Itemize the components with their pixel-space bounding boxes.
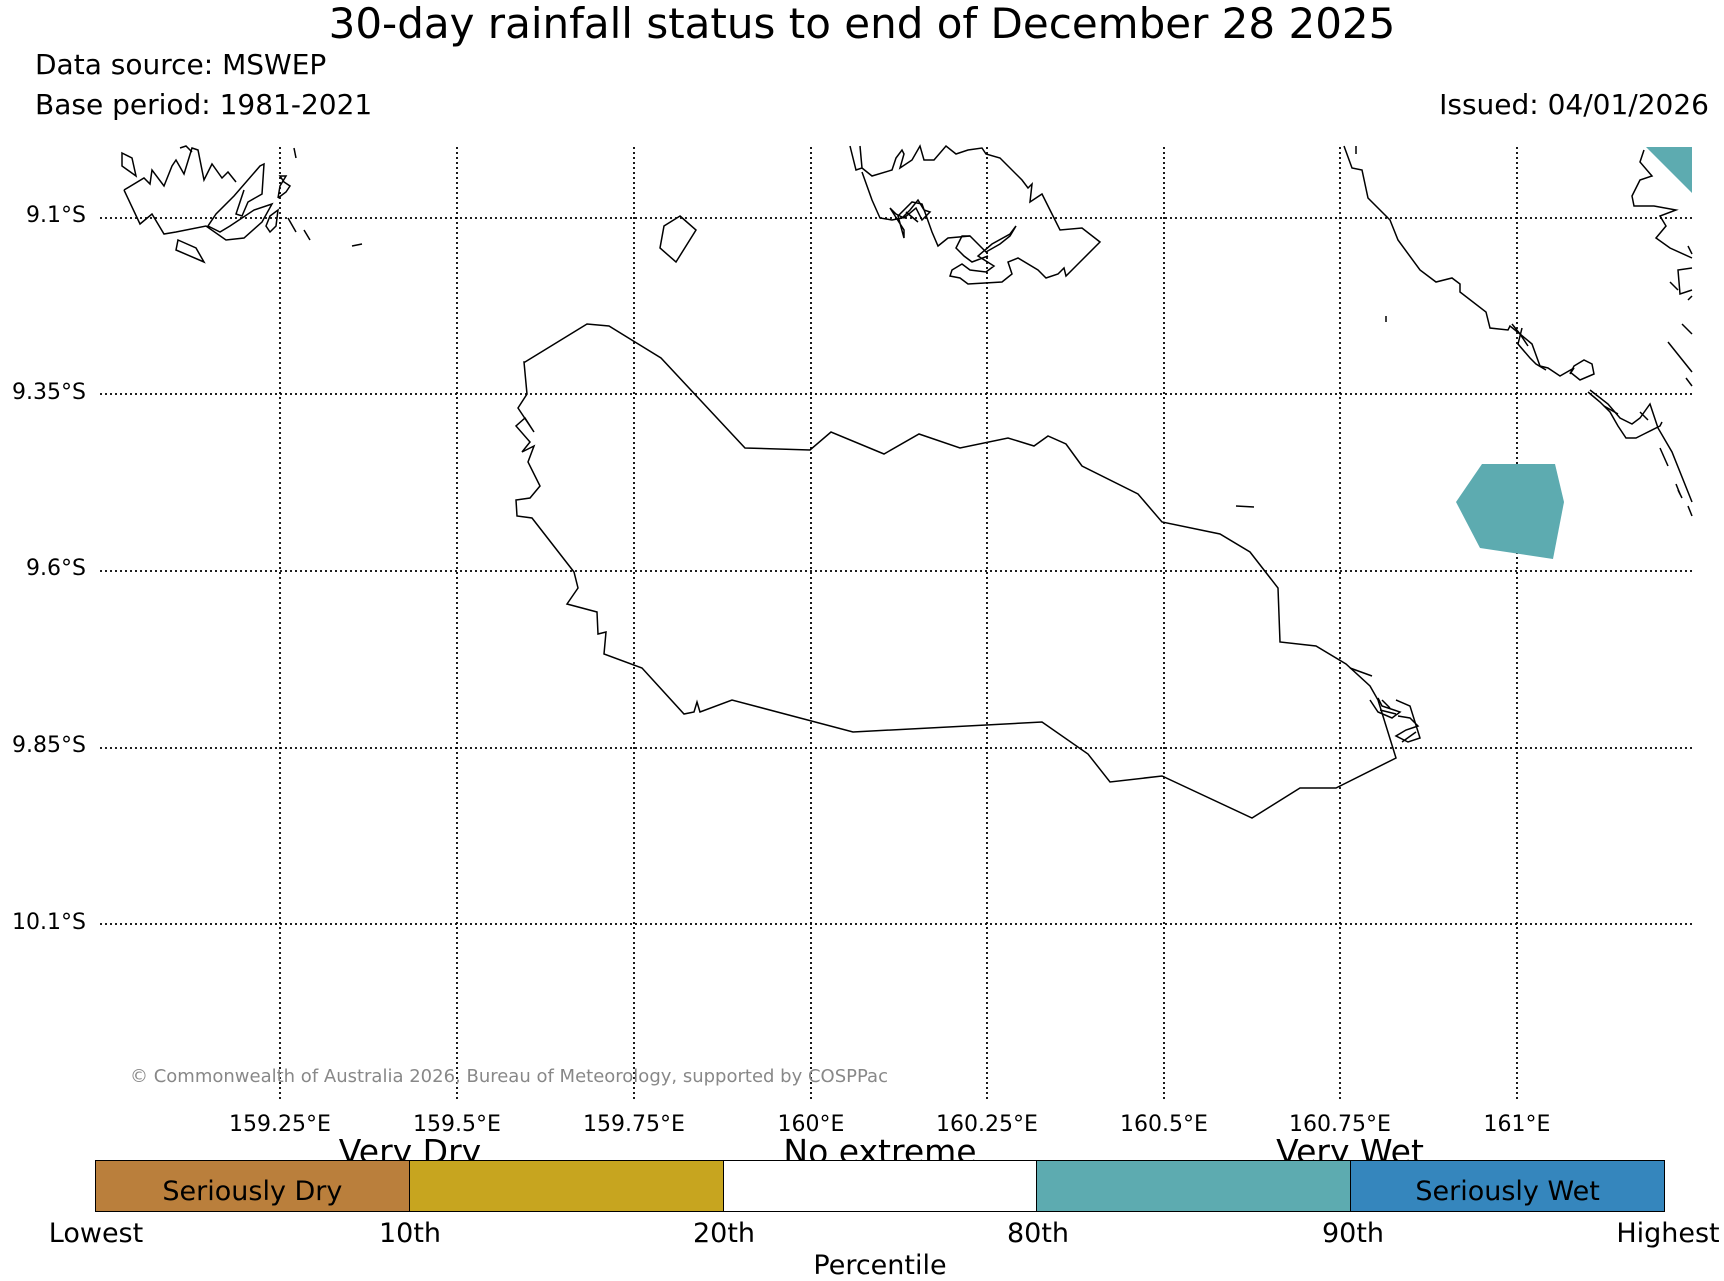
- lon-label: 160°E: [777, 1112, 845, 1137]
- coastline-guadalcanal: [514, 323, 1397, 819]
- legend-segment-very-wet: [1037, 1161, 1352, 1211]
- lon-label: 159.25°E: [229, 1112, 331, 1137]
- copyright-notice: © Commonwealth of Australia 2026, Bureau…: [130, 1066, 888, 1087]
- coastlines: [121, 144, 1693, 819]
- lat-label: 9.35°S: [12, 380, 86, 405]
- issued-date-label: Issued: 04/01/2026: [1439, 88, 1709, 121]
- legend-segment-seriously-wet: Seriously Wet: [1351, 1161, 1664, 1211]
- coastline-florida-islands: [849, 144, 1102, 285]
- base-period-label: Base period: 1981-2021: [35, 88, 373, 121]
- rainfall-map: [100, 144, 1693, 1100]
- legend-segment-very-dry: [409, 1161, 724, 1211]
- wet-area-shading: [1456, 464, 1564, 559]
- legend-segment-seriously-dry: Seriously Dry: [96, 1161, 410, 1211]
- legend-tick: 10th: [378, 1218, 442, 1249]
- legend-tick: Highest: [1616, 1218, 1720, 1249]
- lon-label: 159.75°E: [583, 1112, 685, 1137]
- legend-tick: 20th: [692, 1218, 756, 1249]
- lat-label: 10.1°S: [12, 910, 86, 935]
- coastline-savo: [659, 215, 697, 264]
- map-gridlines: [100, 147, 1692, 1100]
- map-title: 30-day rainfall status to end of Decembe…: [328, 0, 1396, 48]
- lon-label: 160.5°E: [1120, 1112, 1208, 1137]
- lat-label: 9.6°S: [26, 556, 86, 581]
- lon-label: 160.25°E: [936, 1112, 1038, 1137]
- coastline-malaita: [1343, 145, 1595, 381]
- wet-area-shading-corner: [1646, 147, 1692, 193]
- legend-tick: 90th: [1321, 1218, 1385, 1249]
- lat-label: 9.85°S: [12, 733, 86, 758]
- legend-axis-title: Percentile: [813, 1250, 947, 1281]
- lon-label: 161°E: [1483, 1112, 1551, 1137]
- legend-segment-no-extreme: [723, 1161, 1038, 1211]
- data-source-label: Data source: MSWEP: [35, 48, 327, 81]
- legend-tick: 80th: [1006, 1218, 1070, 1249]
- lon-label: 159.5°E: [413, 1112, 501, 1137]
- lat-label: 9.1°S: [26, 203, 86, 228]
- legend-colorbar: Seriously Dry Seriously Wet: [95, 1160, 1665, 1212]
- legend-tick: Lowest: [48, 1218, 144, 1249]
- lon-label: 160.75°E: [1289, 1112, 1391, 1137]
